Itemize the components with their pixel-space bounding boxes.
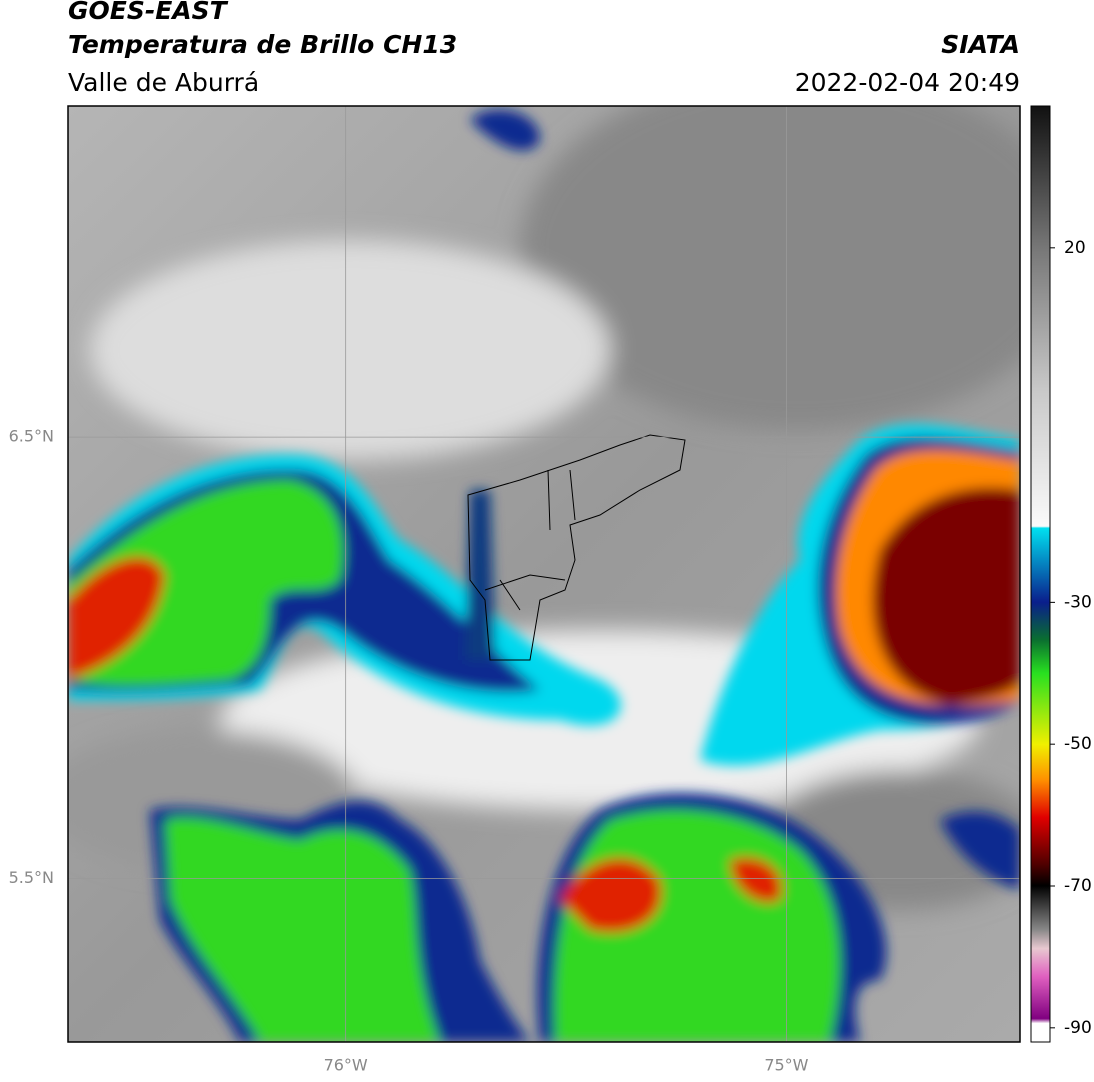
satellite-image: [68, 106, 1020, 1042]
region: Valle de Aburrá: [68, 68, 259, 97]
colorbar: [1030, 105, 1051, 1043]
datetime: 2022-02-04 20:49: [795, 68, 1020, 97]
colorbar-tick-label: 20: [1064, 238, 1086, 258]
colorbar-tick-label: -50: [1064, 734, 1092, 754]
map-frame: [67, 105, 1021, 1043]
colorbar-tick-label: -30: [1064, 592, 1092, 612]
graticule: [68, 106, 1020, 1042]
lon-label: 76°W: [324, 1056, 368, 1075]
title: GOES-EAST: [68, 0, 229, 25]
source: SIATA: [941, 30, 1020, 59]
lat-label: 5.5°N: [9, 868, 54, 887]
lat-label: 6.5°N: [9, 427, 54, 446]
colorbar-tick-label: -90: [1064, 1018, 1092, 1038]
colorbar-tick-label: -70: [1064, 876, 1092, 896]
subtitle: Temperatura de Brillo CH13: [68, 30, 457, 59]
lon-label: 75°W: [764, 1056, 808, 1075]
